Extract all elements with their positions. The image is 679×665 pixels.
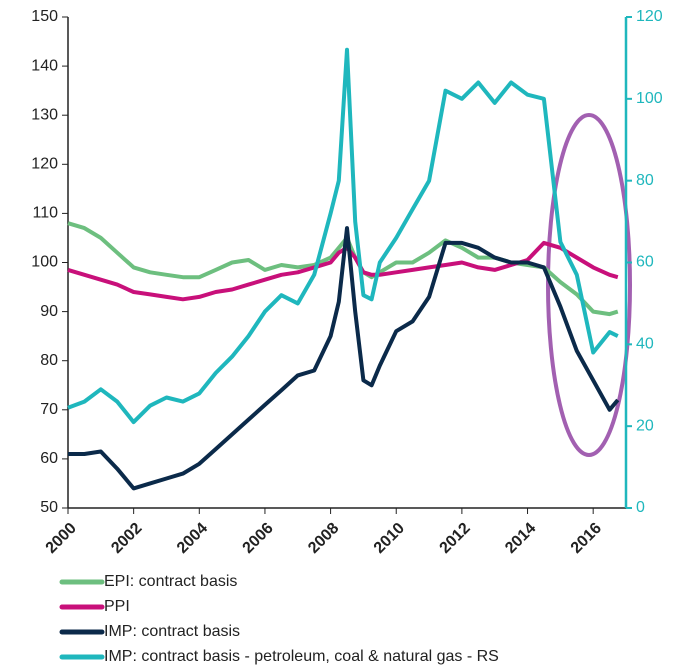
y-tick-label: 80 — [40, 352, 58, 369]
x-tick-label: 2016 — [568, 520, 605, 557]
x-tick-label: 2008 — [305, 520, 342, 557]
x-tick-label: 2014 — [502, 520, 539, 557]
y-tick-label: 140 — [31, 57, 58, 74]
y2-tick-label: 40 — [636, 336, 654, 353]
x-tick-label: 2006 — [240, 520, 277, 557]
x-tick-label: 2002 — [108, 520, 145, 557]
y2-tick-label: 0 — [636, 499, 645, 516]
y-tick-label: 90 — [40, 303, 58, 320]
series-line — [68, 226, 620, 491]
x-tick-label: 2012 — [437, 520, 474, 557]
y-tick-label: 60 — [40, 450, 58, 467]
x-tick-label: 2004 — [174, 520, 211, 557]
y2-tick-label: 20 — [636, 417, 654, 434]
y2-tick-label: 60 — [636, 254, 654, 271]
y-tick-label: 110 — [32, 205, 58, 222]
highlight-ellipse — [546, 113, 632, 457]
series-line — [67, 221, 619, 317]
x-tick-label: 2010 — [371, 520, 408, 557]
legend-label: PPI — [104, 598, 130, 615]
legend-label: IMP: contract basis - petroleum, coal & … — [104, 648, 499, 665]
y2-tick-label: 100 — [636, 90, 663, 107]
x-tick-label: 2000 — [43, 520, 80, 557]
legend-label: EPI: contract basis — [104, 573, 237, 590]
y-tick-label: 100 — [31, 254, 58, 271]
y-tick-label: 50 — [40, 499, 58, 516]
series-line — [67, 47, 619, 425]
y2-tick-label: 120 — [636, 8, 663, 25]
y-tick-label: 150 — [31, 8, 58, 25]
y-tick-label: 120 — [31, 156, 58, 173]
y2-tick-label: 80 — [636, 172, 654, 189]
y-tick-label: 130 — [31, 106, 58, 123]
legend-label: IMP: contract basis — [104, 623, 240, 640]
y-tick-label: 70 — [40, 401, 58, 418]
